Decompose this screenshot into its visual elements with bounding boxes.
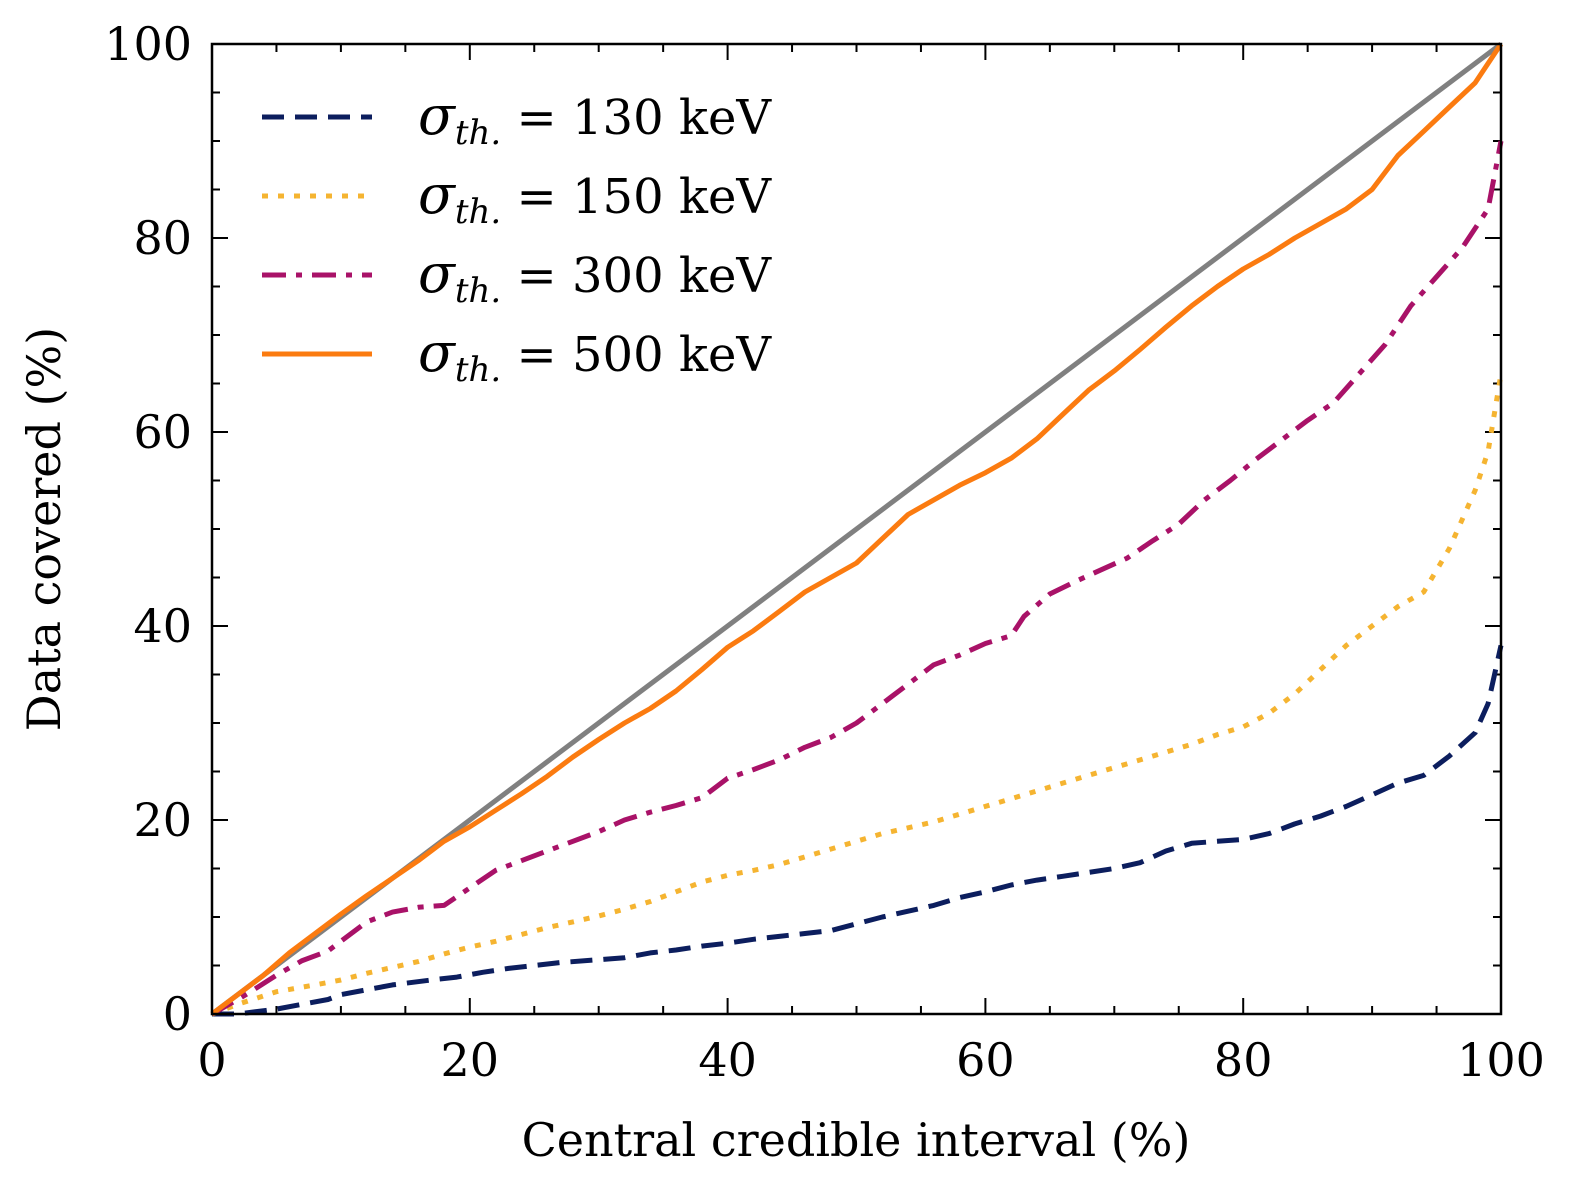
x-tick-label: 80 bbox=[1214, 1033, 1273, 1087]
y-tick-label: 60 bbox=[133, 405, 192, 459]
y-tick-label: 100 bbox=[104, 17, 192, 71]
y-tick-label: 0 bbox=[163, 987, 192, 1041]
series-line-4 bbox=[210, 42, 1504, 1016]
x-tick-label: 20 bbox=[441, 1033, 500, 1087]
x-axis-label: Central credible interval (%) bbox=[522, 1113, 1191, 1167]
x-tick-label: 0 bbox=[197, 1033, 226, 1087]
x-tick-label: 40 bbox=[698, 1033, 757, 1087]
series-layer bbox=[210, 42, 1504, 1017]
legend: σth. = 130 keV σth. = 150 keV σth. = 300 k… bbox=[262, 84, 772, 390]
legend-label: σth. = 150 keV bbox=[418, 163, 772, 232]
y-tick-label: 20 bbox=[133, 793, 192, 847]
y-tick-label: 80 bbox=[133, 211, 192, 265]
plot-frame bbox=[210, 42, 1503, 1016]
series-line-2 bbox=[211, 373, 1504, 1017]
y-tick-label: 40 bbox=[133, 599, 192, 653]
series-line-3 bbox=[210, 140, 1504, 1017]
legend-label: σth. = 500 keV bbox=[418, 321, 772, 390]
x-tick-label: 100 bbox=[1457, 1033, 1545, 1087]
x-tick-labels: 0 20 40 60 80 100 bbox=[197, 1033, 1545, 1087]
y-tick-labels: 0 20 40 60 80 100 bbox=[104, 17, 192, 1041]
series-line-1 bbox=[212, 644, 1504, 1017]
y-axis-label: Data covered (%) bbox=[17, 327, 71, 731]
legend-label: σth. = 130 keV bbox=[418, 84, 772, 153]
legend-label: σth. = 300 keV bbox=[418, 242, 772, 311]
x-tick-label: 60 bbox=[956, 1033, 1015, 1087]
